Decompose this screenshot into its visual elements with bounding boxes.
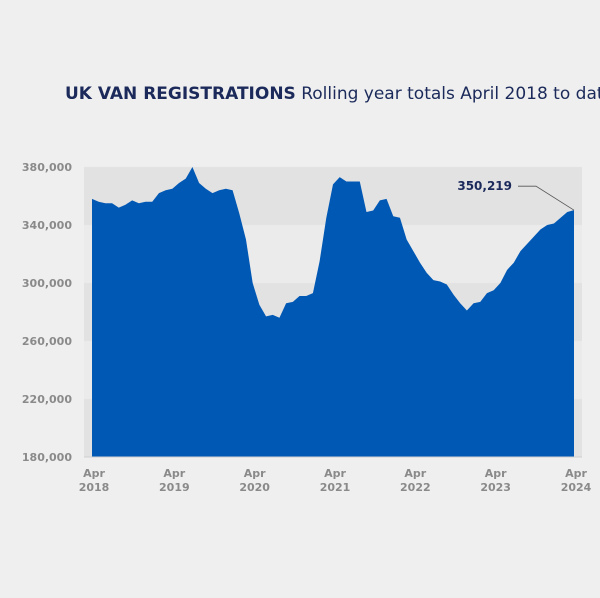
x-tick-label: Apr 2023 bbox=[480, 467, 511, 494]
x-tick-label-line: Apr bbox=[565, 467, 587, 480]
x-tick-label-line: 2019 bbox=[159, 481, 190, 494]
x-tick-label-line: 2024 bbox=[561, 481, 592, 494]
x-tick-label: Apr 2021 bbox=[320, 467, 351, 494]
chart-title: UK VAN REGISTRATIONS bbox=[65, 84, 296, 104]
x-tick-label-line: 2018 bbox=[79, 481, 110, 494]
x-tick-label-line: Apr bbox=[163, 467, 185, 480]
x-tick-label-line: 2020 bbox=[239, 481, 270, 494]
x-tick-label-line: Apr bbox=[244, 467, 266, 480]
x-tick-label-line: 2023 bbox=[480, 481, 511, 494]
y-tick-label: 300,000 bbox=[22, 277, 72, 290]
chart-heading: UK VAN REGISTRATIONS Rolling year totals… bbox=[65, 84, 600, 104]
annotation-leader bbox=[518, 185, 575, 211]
x-tick-label-line: Apr bbox=[324, 467, 346, 480]
x-tick-label: Apr 2024 bbox=[561, 467, 592, 494]
y-tick-label: 380,000 bbox=[22, 161, 72, 174]
x-tick-label-line: Apr bbox=[485, 467, 507, 480]
y-tick-label: 180,000 bbox=[22, 451, 72, 464]
x-tick-label-line: Apr bbox=[83, 467, 105, 480]
x-tick-label: Apr 2022 bbox=[400, 467, 431, 494]
y-tick-label: 220,000 bbox=[22, 393, 72, 406]
y-tick-label: 340,000 bbox=[22, 219, 72, 232]
x-tick-label-line: 2021 bbox=[320, 481, 351, 494]
x-tick-label: Apr 2020 bbox=[239, 467, 270, 494]
area bbox=[92, 167, 574, 457]
x-tick-label: Apr 2019 bbox=[159, 467, 190, 494]
x-tick-label: Apr 2018 bbox=[79, 467, 110, 494]
y-tick-label: 260,000 bbox=[22, 335, 72, 348]
chart-subtitle: Rolling year totals April 2018 to date bbox=[301, 84, 600, 104]
value-label: 350,219 bbox=[457, 179, 512, 193]
x-tick-label-line: Apr bbox=[404, 467, 426, 480]
x-tick-label-line: 2022 bbox=[400, 481, 431, 494]
